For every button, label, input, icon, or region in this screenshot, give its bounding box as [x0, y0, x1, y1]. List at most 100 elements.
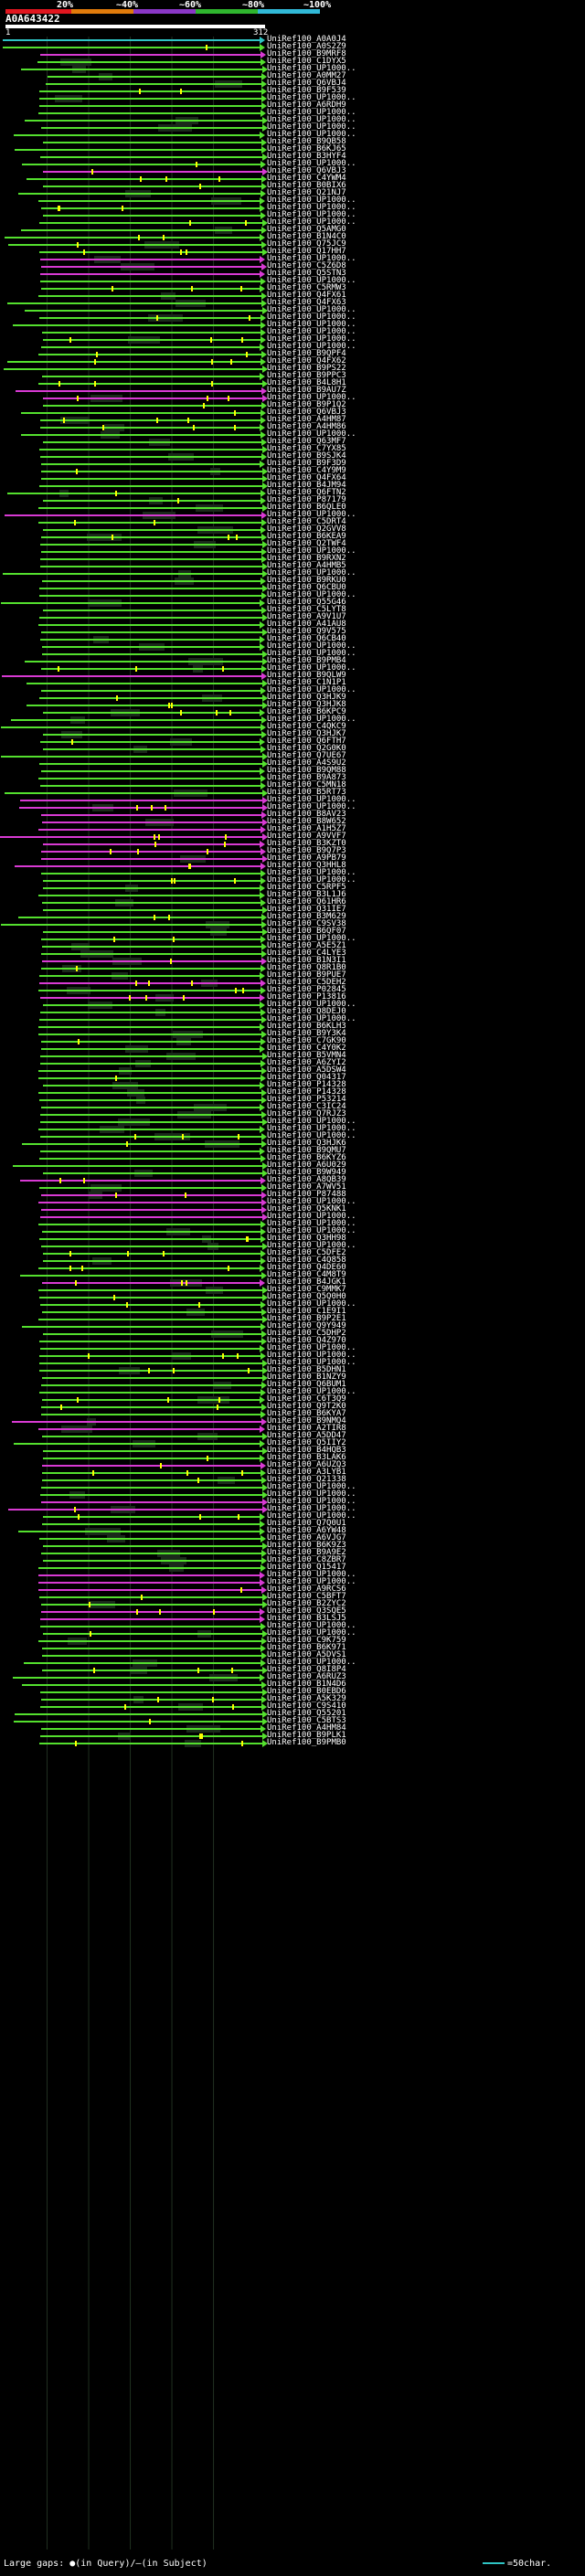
hit-label[interactable]: UniRef100_C5DRT4 — [267, 517, 346, 526]
hit-row[interactable]: UniRef100_UP1000.. — [0, 1621, 585, 1630]
hit-row[interactable]: UniRef100_C5RPF5 — [0, 883, 585, 892]
hit-label[interactable]: UniRef100_Q8DEJ0 — [267, 1007, 346, 1016]
hit-label[interactable]: UniRef100_B6KEA9 — [267, 532, 346, 541]
hit-label[interactable]: UniRef100_B9F3D9 — [267, 459, 346, 468]
hit-row[interactable]: UniRef100_UP1000.. — [0, 1241, 585, 1250]
hit-label[interactable]: UniRef100_UP1000.. — [267, 641, 356, 651]
hit-label[interactable]: UniRef100_A5E5Z1 — [267, 941, 346, 950]
hit-label[interactable]: UniRef100_Q3HJK8 — [267, 700, 346, 709]
hit-label[interactable]: UniRef100_B1N3I1 — [267, 956, 346, 965]
hit-label[interactable]: UniRef100_A4HM87 — [267, 415, 346, 424]
hit-label[interactable]: UniRef100_UP1000.. — [267, 1497, 356, 1506]
hit-row[interactable]: UniRef100_UP1000.. — [0, 590, 585, 599]
hit-row[interactable]: UniRef100_UP1000.. — [0, 305, 585, 314]
hit-label[interactable]: UniRef100_A9PB79 — [267, 853, 346, 863]
hit-label[interactable]: UniRef100_Q4FX63 — [267, 298, 346, 307]
hit-label[interactable]: UniRef100_UP1000.. — [267, 802, 356, 811]
hit-label[interactable]: UniRef100_Q3HJK7 — [267, 729, 346, 738]
hit-label[interactable]: UniRef100_B6KLH3 — [267, 1022, 346, 1031]
hit-row[interactable]: UniRef100_B6KJ65 — [0, 144, 585, 154]
hit-label[interactable]: UniRef100_UP1000.. — [267, 64, 356, 73]
hit-label[interactable]: UniRef100_C3IC24 — [267, 1102, 346, 1111]
hit-row[interactable]: UniRef100_Q6BUM1 — [0, 1380, 585, 1389]
hit-row[interactable]: UniRef100_Q21NJ7 — [0, 188, 585, 197]
hit-label[interactable]: UniRef100_C5BTS3 — [267, 1716, 346, 1725]
hit-row[interactable]: UniRef100_B3LSJ5 — [0, 1614, 585, 1623]
hit-label[interactable]: UniRef100_UP1000.. — [267, 108, 356, 117]
hit-row[interactable]: UniRef100_UP1000.. — [0, 875, 585, 885]
hit-label[interactable]: UniRef100_UP1000.. — [267, 1628, 356, 1638]
hit-row[interactable]: UniRef100_C9MMK7 — [0, 1285, 585, 1294]
hit-row[interactable]: UniRef100_UP1000.. — [0, 802, 585, 811]
hit-row[interactable]: UniRef100_A9VVF7 — [0, 832, 585, 841]
hit-label[interactable]: UniRef100_C5LYT8 — [267, 605, 346, 614]
hit-row[interactable]: UniRef100_A6YW48 — [0, 1526, 585, 1535]
hit-label[interactable]: UniRef100_UP1000.. — [267, 868, 356, 877]
hit-row[interactable]: UniRef100_UP1000.. — [0, 1343, 585, 1352]
hit-row[interactable]: UniRef100_B4HQB3 — [0, 1446, 585, 1455]
hit-row[interactable]: UniRef100_B9A873 — [0, 773, 585, 782]
hit-row[interactable]: UniRef100_Q9T2K0 — [0, 1402, 585, 1411]
hit-label[interactable]: UniRef100_UP1000.. — [267, 1482, 356, 1491]
hit-row[interactable]: UniRef100_Q7Q0U1 — [0, 1519, 585, 1528]
hit-row[interactable]: UniRef100_A9RCS6 — [0, 1585, 585, 1594]
hit-label[interactable]: UniRef100_C5MN18 — [267, 780, 346, 790]
hit-label[interactable]: UniRef100_UP1000.. — [267, 1124, 356, 1133]
hit-label[interactable]: UniRef100_A6U029 — [267, 1161, 346, 1170]
hit-row[interactable]: UniRef100_UP1000.. — [0, 1482, 585, 1491]
hit-label[interactable]: UniRef100_C1DYX5 — [267, 57, 346, 66]
hit-row[interactable]: UniRef100_Q2GVV8 — [0, 525, 585, 534]
hit-row[interactable]: UniRef100_UP1000.. — [0, 115, 585, 124]
hit-row[interactable]: UniRef100_Q4FX63 — [0, 298, 585, 307]
hit-row[interactable]: UniRef100_Q5AMG0 — [0, 225, 585, 234]
hit-row[interactable]: UniRef100_UP1000.. — [0, 663, 585, 673]
hit-label[interactable]: UniRef100_UP1000.. — [267, 1117, 356, 1126]
hit-row[interactable]: UniRef100_UP1000.. — [0, 795, 585, 804]
hit-label[interactable]: UniRef100_Q2G0K0 — [267, 744, 346, 753]
hit-row[interactable]: UniRef100_UP1000.. — [0, 641, 585, 651]
hit-label[interactable]: UniRef100_C5RPF5 — [267, 883, 346, 892]
hit-row[interactable]: UniRef100_A5K329 — [0, 1694, 585, 1703]
hit-label[interactable]: UniRef100_UP1000.. — [267, 320, 356, 329]
hit-row[interactable]: UniRef100_UP1000.. — [0, 254, 585, 263]
hit-label[interactable]: UniRef100_UP1000.. — [267, 685, 356, 694]
hit-label[interactable]: UniRef100_UP1000.. — [267, 510, 356, 519]
hit-label[interactable]: UniRef100_UP1000.. — [267, 122, 356, 132]
hit-row[interactable]: UniRef100_Q6VBJ3 — [0, 166, 585, 175]
hit-row[interactable]: UniRef100_Q21338 — [0, 1475, 585, 1484]
hit-label[interactable]: UniRef100_UP1000.. — [267, 217, 356, 227]
hit-label[interactable]: UniRef100_A6YW48 — [267, 1526, 346, 1535]
hit-row[interactable]: UniRef100_B9F539 — [0, 86, 585, 95]
hit-label[interactable]: UniRef100_P87179 — [267, 495, 346, 504]
hit-row[interactable]: UniRef100_Q7UE67 — [0, 751, 585, 760]
hit-label[interactable]: UniRef100_UP1000.. — [267, 327, 356, 336]
hit-label[interactable]: UniRef100_UP1000.. — [267, 568, 356, 578]
hit-label[interactable]: UniRef100_B4JGK1 — [267, 1277, 346, 1287]
hit-row[interactable]: UniRef100_Q6FTN2 — [0, 488, 585, 497]
hit-label[interactable]: UniRef100_B0EBD6 — [267, 1687, 346, 1696]
hit-label[interactable]: UniRef100_C1N1P1 — [267, 678, 346, 687]
hit-row[interactable]: UniRef100_Q6VBJ4 — [0, 79, 585, 88]
hit-row[interactable]: UniRef100_B9A9E2 — [0, 1548, 585, 1557]
hit-label[interactable]: UniRef100_Q7RJZ3 — [267, 1109, 346, 1118]
hit-label[interactable]: UniRef100_Q15417 — [267, 1563, 346, 1572]
hit-row[interactable]: UniRef100_B9QB58 — [0, 137, 585, 146]
hit-label[interactable]: UniRef100_A9V1U7 — [267, 612, 346, 621]
hit-row[interactable]: UniRef100_Q3HJK6 — [0, 1139, 585, 1148]
hit-row[interactable]: UniRef100_A7WV51 — [0, 1182, 585, 1192]
hit-row[interactable]: UniRef100_A1H5Z7 — [0, 824, 585, 833]
hit-label[interactable]: UniRef100_Q7Q0U1 — [267, 1519, 346, 1528]
hit-row[interactable]: UniRef100_Q3HH98 — [0, 1234, 585, 1243]
hit-row[interactable]: UniRef100_Q4FX64 — [0, 473, 585, 482]
hit-row[interactable]: UniRef100_UP1000.. — [0, 276, 585, 285]
hit-label[interactable]: UniRef100_A4HMB5 — [267, 561, 346, 570]
hit-row[interactable]: UniRef100_B4JGK1 — [0, 1277, 585, 1287]
hit-label[interactable]: UniRef100_UP1000.. — [267, 93, 356, 102]
hit-label[interactable]: UniRef100_B3M629 — [267, 912, 346, 921]
hit-label[interactable]: UniRef100_UP1000.. — [267, 130, 356, 139]
hit-label[interactable]: UniRef100_P14328 — [267, 1080, 346, 1089]
hit-label[interactable]: UniRef100_UP1000.. — [267, 875, 356, 885]
hit-row[interactable]: UniRef100_C3IC24 — [0, 1102, 585, 1111]
hit-row[interactable]: UniRef100_B9P2E1 — [0, 1314, 585, 1323]
hit-label[interactable]: UniRef100_Q55201 — [267, 1709, 346, 1718]
